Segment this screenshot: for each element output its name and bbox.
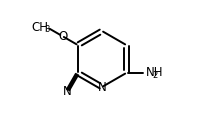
Text: O: O (58, 30, 67, 43)
Text: 3: 3 (45, 25, 50, 34)
Text: N: N (63, 85, 72, 98)
Text: N: N (98, 81, 106, 94)
Text: NH: NH (145, 66, 163, 79)
Text: CH: CH (31, 21, 48, 34)
Text: 2: 2 (152, 71, 157, 80)
